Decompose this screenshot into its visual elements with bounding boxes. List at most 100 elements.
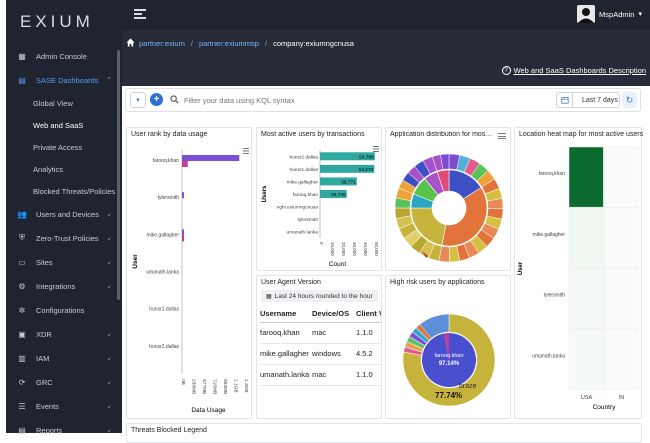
breadcrumb-partner-exium[interactable]: partner:exium	[139, 39, 185, 48]
home-icon[interactable]	[126, 38, 135, 49]
column-header[interactable]: Device/OS	[312, 309, 350, 319]
kql-search-input[interactable]	[184, 95, 484, 105]
table-cell: mike.gallagher	[260, 349, 309, 358]
table-header: Username Device/OS Client V	[260, 306, 382, 322]
pie-slice-outer	[409, 332, 427, 346]
menu-line	[243, 148, 249, 149]
menu-line	[373, 151, 379, 152]
data-label: 54,788	[359, 154, 374, 160]
outer-pct: 77.74%	[435, 391, 462, 400]
panel-title: Most active users by transactions	[261, 131, 365, 138]
gear-icon: ✲	[18, 305, 26, 315]
pie-slice-outer	[403, 347, 423, 356]
sidebar-scrollbar[interactable]	[117, 50, 120, 300]
search-icon	[170, 94, 179, 106]
sidebar-item-xdr[interactable]: ▣ XDR ⌄	[6, 322, 122, 346]
table-row[interactable]: mike.gallagher windows 4.5.2	[260, 343, 381, 364]
y-tick-label: hunsr2.dallas	[149, 344, 179, 350]
hamburger-menu-icon[interactable]	[134, 9, 146, 19]
table-cell: umanath.lanka	[260, 370, 310, 379]
y-tick-label: mike.gallagher	[532, 232, 565, 238]
user-rank-chart: User farooq.khan tylersmith mike.gallagher u…	[132, 148, 249, 414]
x-tick-label: 20,000	[341, 242, 346, 256]
chevron-down-icon: ⌄	[106, 211, 112, 218]
heatmap-cell	[568, 268, 604, 329]
sidebar-item-reports[interactable]: ▤ Reports ⌄	[6, 418, 122, 442]
menu-line	[373, 146, 379, 147]
x-axis-title: Data Usage	[191, 407, 226, 414]
sidebar-nav: ▦ Admin Console ▤ SASE Dashboards ⌃ Global Vi…	[6, 44, 122, 442]
exium-logo[interactable]: EXIUM	[20, 12, 94, 31]
x-tick-label: 954MB	[222, 379, 228, 394]
sidebar-item-admin-console[interactable]: ▦ Admin Console	[6, 44, 122, 68]
y-tick-label: farooq.khan	[293, 192, 319, 198]
table-row[interactable]: farooq.khan mac 1.1.0	[260, 322, 381, 343]
y-tick-label: nghi.exiumngcnusa	[277, 205, 319, 211]
refresh-button[interactable]: ↻	[622, 92, 637, 108]
sidebar-item-label: Integrations	[36, 281, 76, 291]
sidebar-item-label: Reports	[36, 425, 63, 435]
data-label: 36,771	[341, 179, 356, 185]
table-cell: 4.5.2	[356, 349, 373, 358]
sidebar-item-iam[interactable]: ▥ IAM ⌄	[6, 346, 122, 370]
bar	[182, 192, 184, 199]
sidebar-subitem-analytics[interactable]: Analytics	[33, 164, 64, 174]
sidebar-item-label: Zero-Trust Policies	[36, 233, 99, 243]
column-header[interactable]: Username	[260, 309, 297, 319]
user-agent-panel: User Agent Version ▦ Last 24 hours round…	[256, 275, 382, 419]
y-tick-label: hunsr2.dallas	[289, 154, 318, 160]
date-range-picker[interactable]: Last 7 days	[556, 92, 620, 108]
column-header[interactable]: Client V	[356, 309, 382, 319]
pie-slice-outer	[440, 153, 450, 170]
chevron-down-icon: ⌄	[106, 427, 112, 434]
sidebar-item-configurations[interactable]: ✲ Configurations	[6, 298, 122, 322]
user-menu[interactable]: MspAdmin ▾	[577, 5, 642, 23]
sidebar-subitem-blocked-threats-policies[interactable]: Blocked Threats/Policies	[33, 186, 115, 196]
user-name: MspAdmin	[599, 9, 635, 19]
heatmap-cell	[568, 329, 604, 390]
panel-menu-icon[interactable]	[498, 133, 506, 139]
sidebar-subitem-web-and-saas[interactable]: Web and SaaS	[33, 120, 84, 130]
calendar-icon[interactable]	[557, 93, 573, 107]
sidebar-item-users-and-devices[interactable]: 👥 Users and Devices ⌄	[6, 202, 122, 226]
filter-options-button[interactable]: ▾	[130, 92, 146, 108]
refresh-icon: ↻	[625, 94, 634, 105]
y-tick-label: hunsr1.dallas	[289, 167, 318, 173]
sidebar-item-label: SASE Dashboards	[36, 75, 99, 85]
heatmap-cell	[568, 146, 604, 208]
sidebar-item-integrations[interactable]: ⚙ Integrations ⌄	[6, 274, 122, 298]
menu-line	[243, 153, 249, 154]
pie-slice-outer	[412, 327, 430, 344]
sidebar-item-zero-trust-policies[interactable]: ⛨ Zero-Trust Policies ⌄	[6, 226, 122, 250]
sidebar-item-sase-dashboards[interactable]: ▤ SASE Dashboards ⌃	[6, 68, 122, 92]
x-tick-label: 10,000	[330, 242, 335, 256]
sidebar-item-sites[interactable]: ▭ Sites ⌄	[6, 250, 122, 274]
breadcrumb: partner:exium / partner:exiummsp / compa…	[126, 38, 354, 49]
question-icon: ?	[501, 66, 511, 75]
table-row[interactable]: umanath.lanka mac 1.1.0	[260, 364, 381, 385]
y-tick-label: farooq.khan	[539, 171, 566, 177]
y-tick-label: umanath.lanka	[287, 230, 319, 236]
y-tick-label: umanath.lanka	[146, 270, 179, 276]
heatmap-cell	[603, 146, 639, 208]
add-filter-button[interactable]: +	[150, 93, 163, 106]
monitor-icon: ▣	[18, 329, 26, 339]
y-tick-label: mike.gallagher	[146, 232, 179, 238]
sidebar-item-events[interactable]: ☰ Events ⌄	[6, 394, 122, 418]
bar	[182, 229, 184, 236]
pie-slice-outer	[406, 336, 426, 349]
sidebar-subitem-global-view[interactable]: Global View	[33, 98, 73, 108]
y-tick-label: farooq.khan	[153, 158, 180, 164]
time-range-label: Last 24 hours rounded to the hour	[274, 292, 373, 300]
sidebar-item-grc[interactable]: ⟳ GRC ⌄	[6, 370, 122, 394]
user-rank-panel: User rank by data usage User farooq.khan t…	[126, 127, 252, 419]
sidebar-subitem-private-access[interactable]: Private Access	[33, 142, 83, 152]
description-link[interactable]: ? Web and SaaS Dashboards Description	[501, 66, 646, 75]
breadcrumb-partner-exiummsp[interactable]: partner:exiummsp	[198, 39, 259, 48]
pie-slice	[441, 187, 488, 247]
data-label: 54,270	[359, 167, 374, 173]
panel-title: User rank by data usage	[131, 131, 208, 138]
dashboard-icon: ▤	[18, 75, 26, 85]
date-range-label: Last 7 days	[582, 96, 618, 104]
